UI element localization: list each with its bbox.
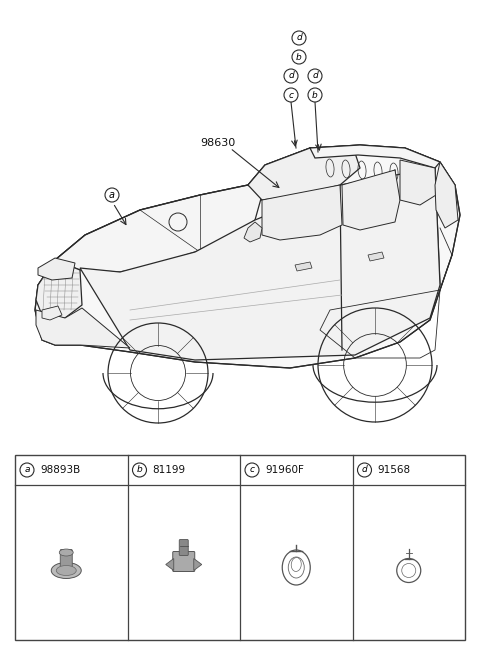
Polygon shape	[166, 558, 174, 571]
Polygon shape	[36, 260, 82, 318]
Circle shape	[358, 463, 372, 477]
Polygon shape	[400, 160, 436, 205]
Polygon shape	[35, 145, 460, 368]
Polygon shape	[244, 222, 262, 242]
Circle shape	[132, 463, 146, 477]
Polygon shape	[435, 162, 458, 228]
Circle shape	[292, 31, 306, 45]
Polygon shape	[310, 145, 440, 168]
Polygon shape	[42, 306, 62, 320]
Text: b: b	[296, 52, 302, 62]
Circle shape	[105, 188, 119, 202]
Text: 98893B: 98893B	[40, 465, 80, 475]
Text: d: d	[288, 72, 294, 81]
Circle shape	[245, 463, 259, 477]
Polygon shape	[80, 168, 440, 360]
Bar	[15, 455, 465, 640]
Circle shape	[308, 69, 322, 83]
Text: a: a	[24, 466, 30, 474]
Text: 91568: 91568	[377, 465, 410, 475]
Polygon shape	[262, 185, 342, 240]
Circle shape	[308, 88, 322, 102]
Polygon shape	[342, 170, 400, 230]
Polygon shape	[248, 148, 360, 200]
FancyBboxPatch shape	[60, 550, 72, 573]
Ellipse shape	[56, 565, 76, 575]
Text: d: d	[361, 466, 367, 474]
Polygon shape	[368, 252, 384, 261]
Text: 98630: 98630	[200, 138, 235, 148]
Polygon shape	[38, 258, 75, 280]
FancyBboxPatch shape	[179, 539, 188, 556]
Text: c: c	[250, 466, 254, 474]
Polygon shape	[194, 558, 202, 571]
Ellipse shape	[51, 562, 81, 579]
Text: 91960F: 91960F	[265, 465, 304, 475]
Polygon shape	[55, 185, 262, 272]
Text: a: a	[109, 190, 115, 200]
FancyBboxPatch shape	[173, 552, 195, 571]
Text: c: c	[288, 91, 293, 100]
Circle shape	[284, 88, 298, 102]
Text: b: b	[137, 466, 143, 474]
Polygon shape	[36, 308, 130, 348]
Polygon shape	[295, 262, 312, 271]
Circle shape	[292, 50, 306, 64]
Text: d: d	[296, 33, 302, 43]
Text: d: d	[312, 72, 318, 81]
Ellipse shape	[59, 549, 73, 556]
Circle shape	[20, 463, 34, 477]
Text: b: b	[312, 91, 318, 100]
Text: 81199: 81199	[153, 465, 186, 475]
Circle shape	[284, 69, 298, 83]
